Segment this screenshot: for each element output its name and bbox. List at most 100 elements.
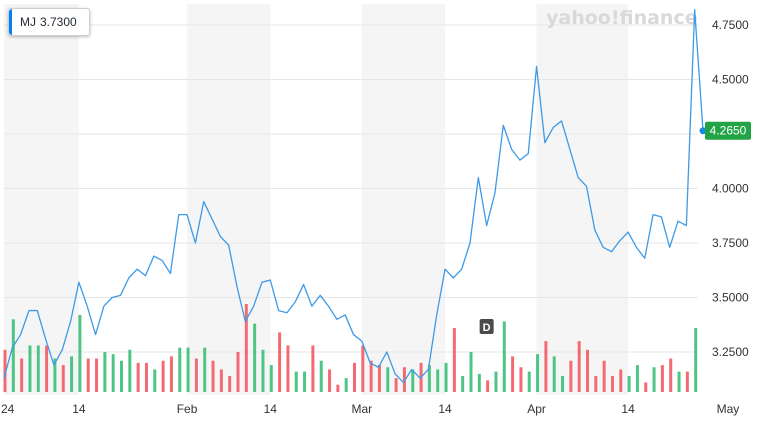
volume-bar	[178, 347, 182, 392]
volume-bar	[361, 345, 365, 392]
volume-bar	[635, 365, 639, 392]
volume-bar	[619, 369, 623, 392]
volume-bar	[677, 371, 681, 392]
volume-bar	[311, 345, 315, 392]
volume-bar	[120, 360, 123, 392]
volume-bar	[444, 362, 448, 392]
volume-bar	[411, 369, 415, 392]
yahoo-finance-watermark: yahoo!finance	[546, 7, 698, 29]
volume-bar	[294, 371, 298, 392]
x-tick-label: Apr	[527, 402, 546, 416]
volume-bar	[228, 375, 232, 392]
volume-bar	[70, 356, 74, 392]
volume-bar	[45, 345, 49, 392]
current-price-tag-box	[705, 121, 751, 140]
volume-bar	[536, 354, 540, 392]
volume-bar	[111, 354, 115, 392]
shaded-period-band	[187, 4, 271, 395]
volume-bar	[652, 367, 656, 392]
shaded-period-band	[361, 4, 446, 395]
volume-bar	[103, 352, 107, 392]
y-tick-label: 4.7500	[712, 18, 749, 32]
x-tick-label: 24	[1, 402, 15, 416]
volume-bar	[469, 352, 473, 392]
legend-label: MJ 3.7300	[20, 15, 81, 29]
dividend-marker-label: D	[483, 322, 491, 334]
volume-bar	[286, 345, 290, 392]
volume-bar	[594, 375, 598, 392]
volume-bar	[244, 304, 248, 392]
legend-symbol: MJ	[20, 15, 36, 29]
volume-bar	[269, 365, 273, 392]
volume-bar	[511, 356, 515, 392]
volume-bar	[336, 384, 340, 392]
volume-bar	[569, 360, 573, 392]
volume-bar	[86, 358, 90, 392]
volume-bar	[194, 358, 198, 392]
volume-bar	[610, 375, 614, 392]
volume-bar	[494, 371, 498, 392]
volume-bar	[319, 360, 323, 392]
x-tick-label: 14	[438, 402, 452, 416]
volume-bar	[78, 314, 82, 392]
x-tick-label: 14	[72, 402, 86, 416]
volume-bar	[644, 382, 648, 392]
volume-bar	[61, 365, 65, 392]
price-line	[3, 9, 704, 384]
x-tick-label: May	[717, 402, 740, 416]
volume-bar	[169, 356, 173, 392]
volume-bar	[203, 347, 207, 392]
volume-bar	[53, 358, 57, 392]
volume-bar	[486, 380, 490, 392]
volume-bar	[236, 352, 240, 392]
volume-bar	[552, 356, 556, 392]
volume-bar	[477, 373, 481, 392]
volume-bar	[28, 345, 32, 392]
volume-bar	[211, 360, 215, 392]
volume-bar	[153, 369, 157, 392]
x-tick-label: 14	[264, 402, 278, 416]
volume-bar	[219, 369, 223, 392]
volume-bar	[544, 341, 548, 392]
volume-bar	[427, 365, 431, 392]
current-price-tag: 4.2650	[705, 121, 751, 140]
volume-bar	[253, 323, 257, 392]
volume-bar	[261, 349, 265, 392]
volume-bar	[660, 365, 664, 392]
legend-value: 3.7300	[40, 15, 77, 29]
y-tick-label: 4.5000	[712, 73, 749, 87]
volume-bar	[136, 362, 140, 392]
x-tick-label: Mar	[351, 402, 372, 416]
volume-bar	[561, 375, 565, 392]
volume-bar	[577, 341, 581, 392]
volume-bar	[369, 360, 373, 392]
volume-bar	[669, 358, 673, 392]
ticker-legend[interactable]: MJ 3.7300	[8, 8, 90, 36]
last-price-dot	[699, 127, 707, 135]
volume-bar	[144, 362, 148, 392]
volume-bar	[328, 369, 332, 392]
volume-bar	[161, 360, 165, 392]
x-tick-label: 14	[621, 402, 635, 416]
shaded-period-band	[536, 4, 629, 395]
shaded-period-band	[4, 4, 79, 395]
volume-bar	[527, 371, 531, 392]
volume-bar	[394, 378, 398, 392]
volume-bar	[377, 365, 381, 392]
volume-bar	[461, 375, 465, 392]
volume-bar	[386, 367, 390, 392]
volume-bar	[685, 371, 689, 392]
volume-bar	[3, 349, 7, 392]
volume-bar	[303, 371, 307, 392]
y-tick-label: 3.5000	[712, 291, 749, 305]
volume-bar	[186, 347, 190, 392]
volume-bar	[344, 378, 348, 392]
volume-bar	[20, 358, 24, 392]
y-tick-label: 3.7500	[712, 236, 749, 250]
volume-bar	[502, 321, 506, 392]
dividend-marker: D	[479, 319, 494, 334]
y-tick-label: 3.2500	[712, 345, 749, 359]
volume-bar	[36, 345, 40, 392]
